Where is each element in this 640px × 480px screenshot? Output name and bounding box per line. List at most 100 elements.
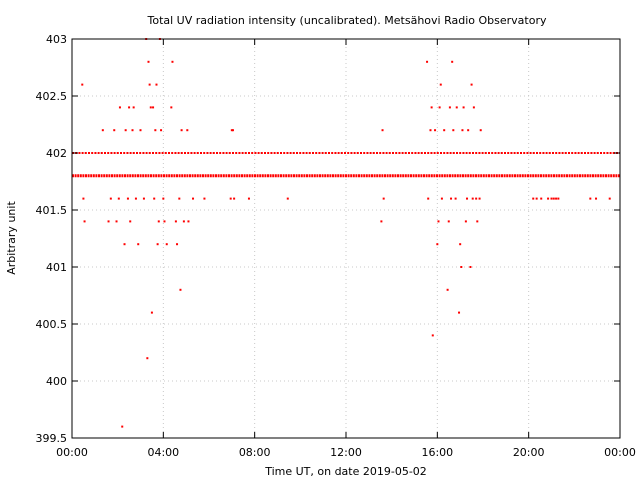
data-point bbox=[81, 83, 84, 86]
y-tick-label: 401 bbox=[46, 261, 67, 274]
data-point bbox=[152, 106, 155, 109]
data-point bbox=[180, 129, 183, 132]
x-tick-label: 08:00 bbox=[239, 446, 271, 459]
data-point bbox=[478, 197, 481, 200]
data-point bbox=[163, 220, 166, 223]
data-point bbox=[466, 197, 469, 200]
x-tick-label: 20:00 bbox=[513, 446, 545, 459]
data-point bbox=[192, 197, 195, 200]
data-point bbox=[83, 220, 86, 223]
data-point bbox=[452, 129, 455, 132]
data-point bbox=[469, 266, 472, 268]
data-point bbox=[101, 129, 104, 132]
data-point bbox=[186, 129, 189, 132]
y-tick-label: 400.5 bbox=[36, 318, 68, 331]
data-point bbox=[535, 197, 538, 200]
data-point bbox=[233, 197, 236, 200]
data-point bbox=[550, 197, 553, 200]
data-point bbox=[107, 220, 110, 223]
data-point bbox=[436, 243, 439, 246]
data-point bbox=[459, 243, 462, 246]
data-point bbox=[595, 197, 598, 200]
data-point bbox=[472, 106, 475, 109]
data-point bbox=[82, 197, 85, 200]
data-point bbox=[131, 129, 134, 132]
data-point bbox=[475, 197, 478, 200]
data-point bbox=[113, 129, 116, 132]
data-point bbox=[139, 129, 142, 132]
data-point bbox=[464, 220, 467, 223]
y-axis-label: Arbitrary unit bbox=[5, 201, 18, 275]
data-point bbox=[203, 197, 206, 200]
data-point bbox=[455, 106, 458, 109]
y-tick-label: 399.5 bbox=[36, 432, 68, 445]
data-point bbox=[555, 197, 558, 200]
data-point bbox=[247, 197, 250, 200]
data-points bbox=[81, 38, 611, 428]
data-point bbox=[142, 197, 145, 200]
data-point bbox=[165, 243, 168, 246]
data-point bbox=[426, 60, 429, 63]
data-point bbox=[150, 311, 153, 314]
data-point bbox=[117, 197, 120, 200]
data-point bbox=[153, 197, 156, 200]
data-point bbox=[479, 129, 482, 132]
x-axis-label: Time UT, on date 2019-05-02 bbox=[264, 465, 427, 478]
data-point bbox=[450, 197, 453, 200]
data-point bbox=[129, 220, 132, 223]
data-point bbox=[460, 266, 463, 268]
data-point bbox=[540, 197, 543, 200]
data-point bbox=[381, 129, 384, 132]
data-point bbox=[443, 129, 446, 132]
y-tick-label: 403 bbox=[46, 33, 67, 46]
data-point bbox=[557, 197, 560, 200]
y-tick-label: 402 bbox=[46, 147, 67, 160]
axis-ticks bbox=[71, 38, 621, 439]
data-point bbox=[187, 220, 190, 223]
data-point bbox=[427, 197, 430, 200]
data-point bbox=[124, 129, 127, 132]
data-point bbox=[146, 357, 149, 360]
data-point bbox=[446, 288, 449, 291]
data-point bbox=[134, 197, 137, 200]
data-point bbox=[155, 83, 158, 86]
data-point bbox=[437, 220, 440, 223]
data-point bbox=[532, 197, 535, 200]
data-point bbox=[132, 106, 135, 109]
x-tick-label: 16:00 bbox=[421, 446, 453, 459]
data-point bbox=[461, 129, 464, 132]
data-point bbox=[380, 220, 383, 223]
data-point bbox=[148, 83, 151, 86]
x-tick-label: 04:00 bbox=[147, 446, 179, 459]
data-point bbox=[476, 220, 479, 223]
plot-frame bbox=[71, 38, 621, 439]
data-point bbox=[171, 60, 174, 63]
chart-title: Total UV radiation intensity (uncalibrat… bbox=[147, 14, 547, 27]
data-point bbox=[128, 106, 131, 109]
data-point bbox=[589, 197, 592, 200]
y-tick-label: 402.5 bbox=[36, 90, 68, 103]
x-tick-label: 00:00 bbox=[604, 446, 636, 459]
data-point bbox=[470, 83, 473, 86]
data-point bbox=[547, 197, 550, 200]
data-point bbox=[176, 243, 179, 246]
data-point bbox=[179, 288, 182, 291]
data-point bbox=[458, 311, 461, 314]
x-tick-label: 00:00 bbox=[56, 446, 88, 459]
x-tick-label: 12:00 bbox=[330, 446, 362, 459]
data-point bbox=[157, 220, 160, 223]
data-point bbox=[286, 197, 289, 200]
y-tick-label: 400 bbox=[46, 375, 67, 388]
data-point bbox=[438, 106, 441, 109]
data-point bbox=[174, 220, 177, 223]
data-point bbox=[178, 197, 181, 200]
data-point bbox=[454, 197, 457, 200]
data-point bbox=[115, 220, 118, 223]
data-point bbox=[156, 243, 159, 246]
data-point bbox=[429, 129, 432, 132]
x-axis-tick-labels: 00:00 04:00 08:00 12:00 16:00 20:00 00:00 bbox=[56, 446, 636, 459]
data-point bbox=[123, 243, 126, 246]
data-point bbox=[118, 106, 121, 109]
y-axis-tick-labels: 399.5 400 400.5 401 401.5 402 402.5 403 bbox=[36, 33, 68, 445]
